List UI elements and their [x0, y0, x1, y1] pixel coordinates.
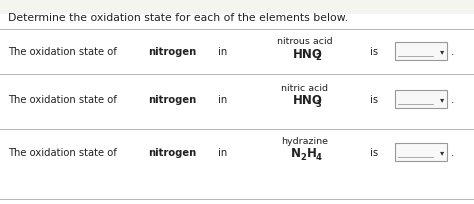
Text: The oxidation state of: The oxidation state of [8, 94, 117, 104]
Text: is: is [370, 94, 378, 104]
Text: .: . [451, 47, 454, 57]
Text: nitrogen: nitrogen [148, 147, 196, 157]
Text: .: . [451, 94, 454, 104]
Text: nitrogen: nitrogen [148, 47, 196, 57]
Text: hydrazine: hydrazine [282, 137, 328, 146]
Text: in: in [218, 94, 227, 104]
FancyBboxPatch shape [395, 91, 447, 109]
Text: in: in [218, 147, 227, 157]
Text: N: N [291, 147, 301, 160]
Text: nitric acid: nitric acid [282, 84, 328, 93]
FancyBboxPatch shape [395, 43, 447, 61]
Text: nitrous acid: nitrous acid [277, 37, 333, 46]
Text: HNO: HNO [293, 47, 323, 60]
Text: HNO: HNO [293, 94, 323, 107]
Text: ▾: ▾ [440, 95, 444, 104]
Text: 3: 3 [315, 100, 321, 109]
Text: The oxidation state of: The oxidation state of [8, 147, 117, 157]
Text: 2: 2 [315, 53, 321, 62]
Text: 4: 4 [316, 153, 322, 162]
Text: ▾: ▾ [440, 148, 444, 157]
FancyBboxPatch shape [395, 143, 447, 161]
Text: .: . [451, 147, 454, 157]
Text: is: is [370, 147, 378, 157]
Text: in: in [218, 47, 227, 57]
Text: nitrogen: nitrogen [148, 94, 196, 104]
FancyBboxPatch shape [0, 15, 474, 204]
Text: ▾: ▾ [440, 47, 444, 56]
Text: Determine the oxidation state for each of the elements below.: Determine the oxidation state for each o… [8, 13, 348, 23]
Text: is: is [370, 47, 378, 57]
Text: 2: 2 [300, 153, 306, 162]
Text: The oxidation state of: The oxidation state of [8, 47, 117, 57]
Text: H: H [307, 147, 317, 160]
